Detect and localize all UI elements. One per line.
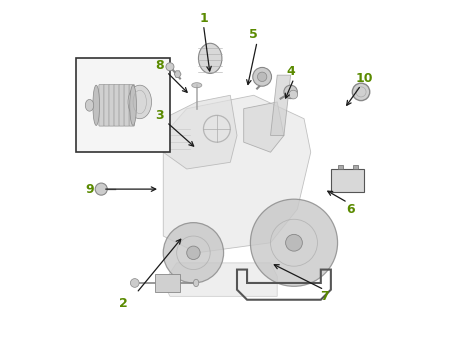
Polygon shape: [163, 95, 311, 253]
Text: 10: 10: [356, 72, 373, 85]
Circle shape: [286, 234, 302, 251]
Circle shape: [253, 67, 272, 86]
Polygon shape: [163, 263, 277, 296]
Circle shape: [187, 246, 200, 260]
FancyBboxPatch shape: [99, 84, 104, 126]
FancyBboxPatch shape: [104, 84, 109, 126]
Text: 5: 5: [249, 28, 258, 42]
Text: 6: 6: [346, 203, 356, 216]
Bar: [337, 165, 343, 169]
Circle shape: [163, 223, 224, 283]
Polygon shape: [271, 75, 291, 136]
FancyBboxPatch shape: [119, 84, 124, 126]
FancyBboxPatch shape: [109, 84, 114, 126]
FancyBboxPatch shape: [129, 84, 135, 126]
Circle shape: [166, 63, 174, 71]
Text: 1: 1: [199, 11, 208, 25]
Ellipse shape: [192, 83, 202, 88]
Bar: [353, 165, 358, 169]
Bar: [331, 169, 365, 192]
Circle shape: [352, 83, 370, 101]
Ellipse shape: [130, 85, 137, 125]
FancyBboxPatch shape: [124, 84, 129, 126]
Circle shape: [130, 279, 139, 287]
Text: 9: 9: [85, 183, 94, 196]
Ellipse shape: [199, 43, 222, 73]
Ellipse shape: [93, 85, 100, 125]
Text: 2: 2: [118, 296, 128, 310]
Polygon shape: [244, 102, 284, 152]
Circle shape: [289, 90, 298, 99]
Text: 8: 8: [155, 58, 164, 72]
Ellipse shape: [193, 279, 199, 287]
Text: 7: 7: [320, 290, 328, 303]
Ellipse shape: [85, 99, 94, 111]
FancyBboxPatch shape: [114, 84, 119, 126]
Circle shape: [250, 199, 337, 286]
Text: 3: 3: [155, 109, 164, 122]
Bar: [76, 58, 170, 152]
Polygon shape: [174, 71, 181, 77]
Ellipse shape: [128, 85, 152, 119]
Circle shape: [257, 72, 267, 81]
Bar: [155, 273, 180, 292]
Circle shape: [95, 183, 107, 195]
Polygon shape: [163, 95, 237, 169]
Circle shape: [284, 85, 297, 99]
Text: 4: 4: [286, 65, 295, 78]
